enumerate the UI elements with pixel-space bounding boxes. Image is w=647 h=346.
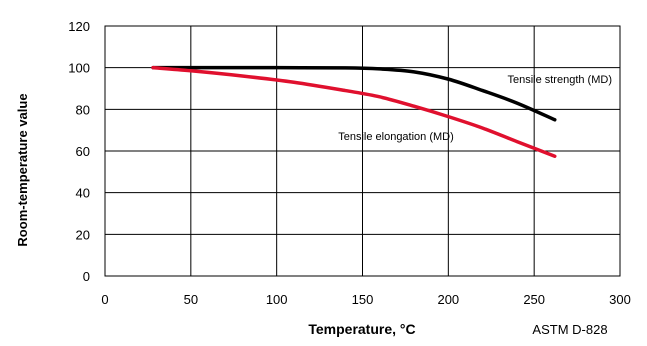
x-tick-labels: 0 50 100 150 200 250 300 [101, 292, 630, 307]
x-tick-label: 100 [266, 292, 288, 307]
y-tick-labels: 0 20 40 60 80 100 120 [68, 19, 90, 284]
series-line-tensile-strength [151, 65, 557, 122]
x-axis-label: Temperature, °C [308, 321, 415, 337]
x-tick-label: 200 [437, 292, 459, 307]
standard-note: ASTM D-828 [532, 322, 607, 337]
series-label: Tensile elongation (MD) [338, 131, 454, 143]
x-tick-label: 50 [184, 292, 198, 307]
x-tick-label: 150 [352, 292, 374, 307]
plot-area-frame [104, 25, 621, 277]
y-tick-label: 100 [68, 61, 90, 76]
series-label: Tensile strength (MD) [507, 74, 612, 86]
series-lines [151, 65, 557, 158]
y-tick-label: 20 [76, 227, 90, 242]
y-axis-label: Room-temperature value [15, 93, 30, 246]
x-tick-label: 250 [523, 292, 545, 307]
y-tick-label: 40 [76, 186, 90, 201]
y-tick-label: 60 [76, 144, 90, 159]
x-tick-label: 0 [101, 292, 108, 307]
y-tick-label: 0 [83, 269, 90, 284]
x-tick-label: 300 [609, 292, 631, 307]
y-tick-label: 80 [76, 102, 90, 117]
series-labels: Tensile strength (MD) Tensile elongation … [338, 74, 612, 143]
y-tick-label: 120 [68, 19, 90, 34]
series-line-tensile-elongation [151, 65, 557, 158]
